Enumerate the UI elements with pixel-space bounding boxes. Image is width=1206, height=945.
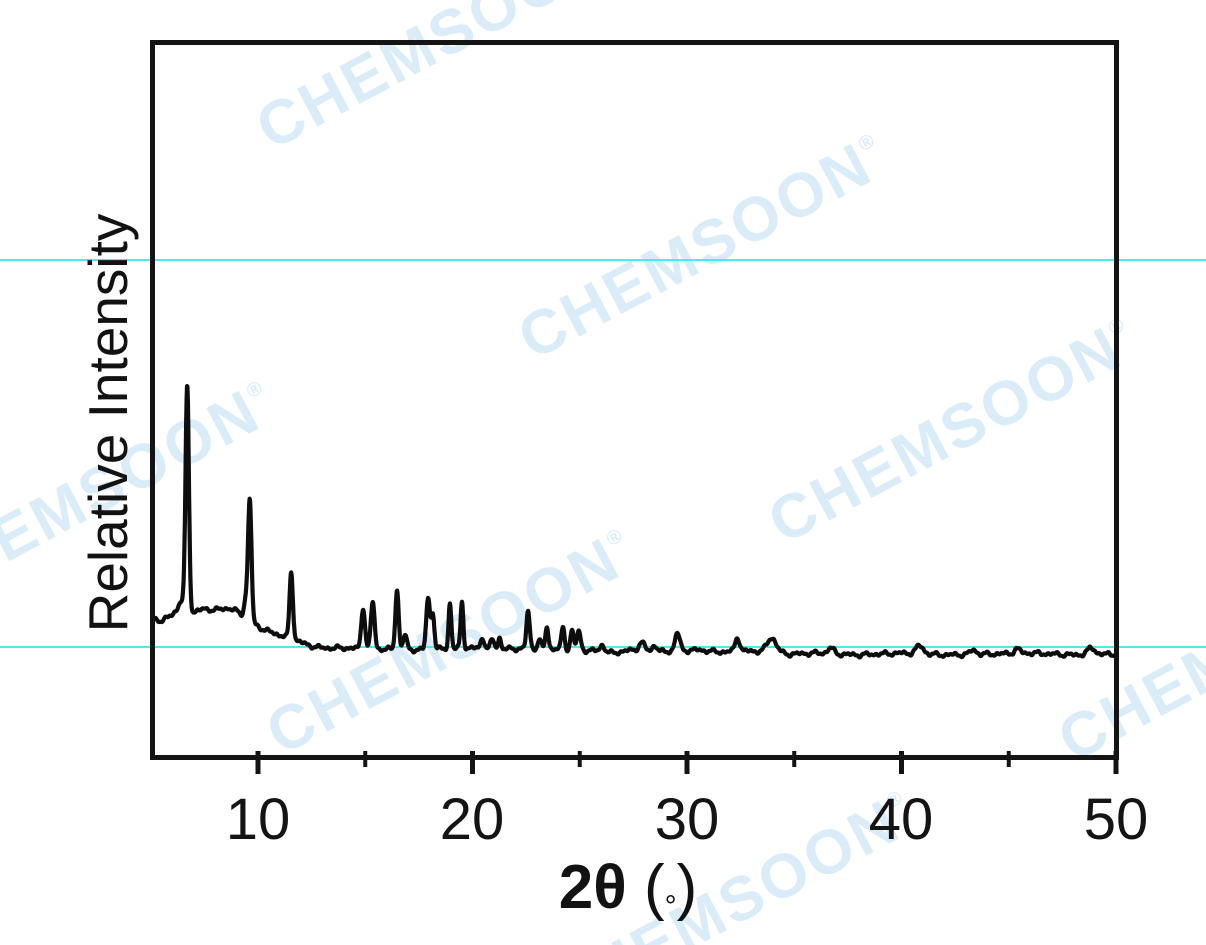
x-tick-label-10: 10: [225, 787, 291, 852]
scan-artifact-line-top: [0, 259, 1206, 261]
x-tick-label-30: 30: [654, 787, 720, 852]
xrd-curve: [155, 384, 1115, 660]
degree-symbol: °: [664, 890, 677, 923]
x-axis-label-open-paren: (: [626, 853, 665, 922]
x-axis-label: 2θ (°): [559, 852, 698, 923]
x-tick-label-40: 40: [868, 787, 934, 852]
y-axis-label: Relative Intensity: [77, 213, 139, 633]
x-tick-label-20: 20: [439, 787, 505, 852]
x-axis-label-symbol: 2θ: [558, 853, 627, 922]
plot-frame: [150, 40, 1119, 760]
x-axis-label-close-paren: ): [676, 853, 698, 922]
x-tick-label-50: 50: [1083, 787, 1149, 852]
